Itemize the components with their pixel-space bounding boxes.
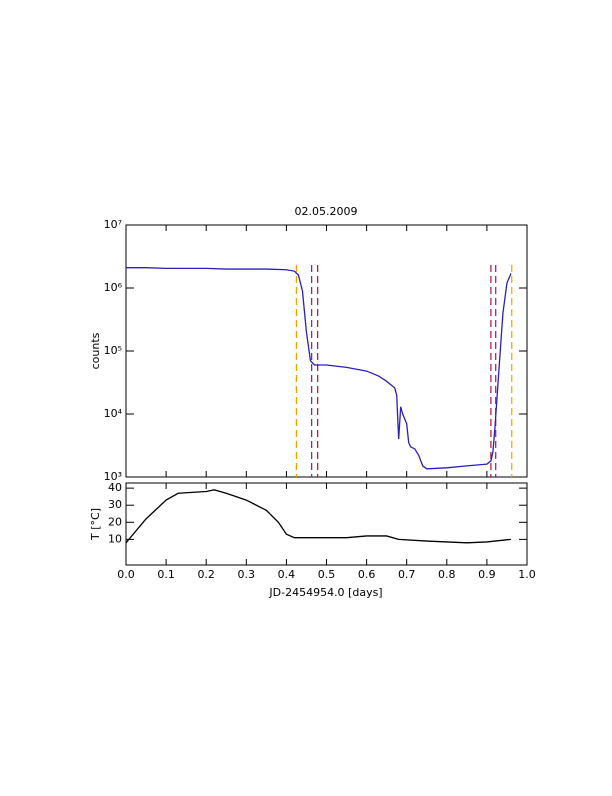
x-tick-label: 0.0 bbox=[117, 568, 135, 581]
x-tick-label: 0.7 bbox=[398, 568, 416, 581]
y-tick-label: 10³ bbox=[104, 470, 122, 483]
x-tick-label: 0.5 bbox=[318, 568, 336, 581]
x-tick-label: 0.9 bbox=[478, 568, 496, 581]
x-tick-label: 0.8 bbox=[438, 568, 456, 581]
x-tick-label: 0.3 bbox=[238, 568, 256, 581]
y-axis-label: counts bbox=[89, 332, 102, 369]
x-tick-label: 1.0 bbox=[518, 568, 536, 581]
y-tick-label: 30 bbox=[108, 498, 122, 511]
y-tick-label: 20 bbox=[108, 515, 122, 528]
y-tick-label: 10⁵ bbox=[104, 344, 122, 357]
y-tick-label: 10 bbox=[108, 532, 122, 545]
x-tick-label: 0.1 bbox=[157, 568, 175, 581]
x-axis-label: JD-2454954.0 [days] bbox=[268, 586, 382, 599]
data-line bbox=[126, 267, 512, 470]
y-tick-label: 10⁴ bbox=[104, 407, 123, 420]
y-tick-label: 10⁷ bbox=[104, 218, 122, 231]
data-line bbox=[125, 489, 512, 544]
y-tick-label: 10⁶ bbox=[104, 281, 123, 294]
y-tick-label: 40 bbox=[108, 481, 122, 494]
x-tick-label: 0.4 bbox=[278, 568, 296, 581]
chart-title: 02.05.2009 bbox=[295, 205, 358, 218]
x-tick-label: 0.2 bbox=[197, 568, 215, 581]
y-axis-label: T [°C] bbox=[89, 508, 102, 541]
x-tick-label: 0.6 bbox=[358, 568, 376, 581]
